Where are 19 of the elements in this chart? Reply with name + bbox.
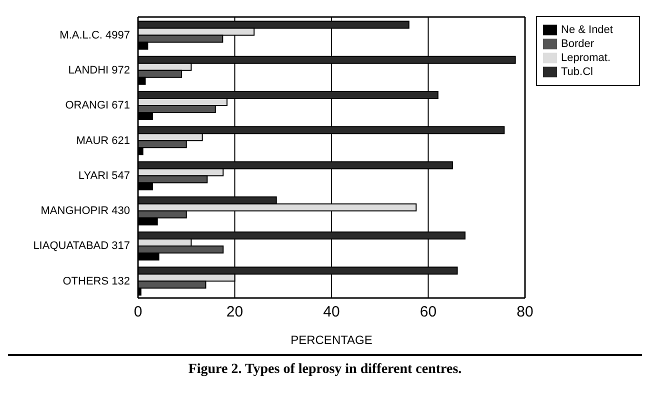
x-tick-label: 40 xyxy=(323,304,340,321)
y-tick-label: OTHERS 132 xyxy=(62,275,130,288)
legend-label: Border xyxy=(561,38,594,50)
y-tick-label: MAUR 621 xyxy=(76,134,130,147)
y-tick-label: ORANGI 671 xyxy=(65,100,130,112)
y-tick-label: MANGHOPIR 430 xyxy=(40,205,130,218)
y-tick-label: M.A.L.C. 4997 xyxy=(60,29,130,42)
legend-label: Lepromat. xyxy=(561,52,611,64)
x-tick-label: 80 xyxy=(516,304,534,321)
y-tick-label: LIAQUATABAD 317 xyxy=(33,240,130,252)
y-tick-label: LYARI 547 xyxy=(78,170,130,182)
legend-label: Tub.Cl xyxy=(561,66,593,78)
y-tick-label: LANDHI 972 xyxy=(68,64,130,77)
x-tick-label: 60 xyxy=(420,304,437,321)
x-tick-label: 20 xyxy=(226,304,244,321)
x-tick-label: 0 xyxy=(134,304,142,321)
text: Figure 2. Types of leprosy in different centres. xyxy=(8,354,642,378)
legend-label: Ne & Indet xyxy=(561,24,613,36)
x-axis-title: PERCENTAGE xyxy=(290,333,372,347)
